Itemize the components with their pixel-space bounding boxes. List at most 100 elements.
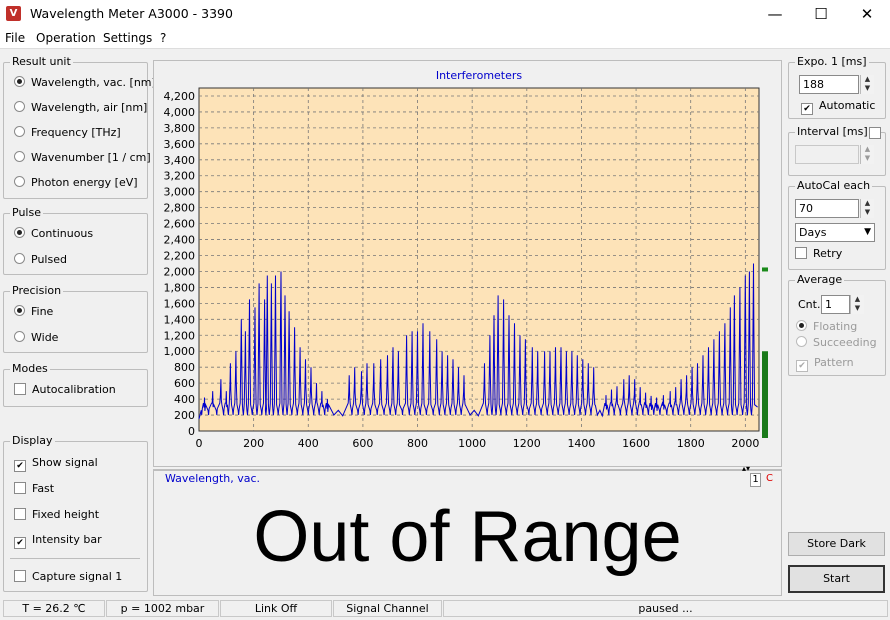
autocal-unit-select[interactable]: Days ▼ [795, 223, 875, 242]
radio-pulsed[interactable]: Pulsed [14, 253, 67, 266]
y-tick-label: 2,400 [164, 234, 196, 247]
spin-up-icon[interactable]: ▲ [864, 145, 871, 153]
display-title: Display [10, 434, 55, 447]
checkmark-icon[interactable]: ✔ [801, 103, 813, 115]
readout-unit-label: Wavelength, vac. [165, 472, 261, 485]
spin-down-icon[interactable]: ▼ [854, 304, 861, 312]
interferometer-chart[interactable]: Interferometers 0 200 400 600 800 1000 1200 1400… [154, 61, 781, 466]
retry-checkbox[interactable]: Retry [795, 247, 842, 260]
radio-label: Wide [31, 331, 59, 344]
checkmark-icon[interactable]: ✔ [14, 537, 26, 549]
close-button[interactable]: ✕ [860, 5, 874, 23]
spin-up-icon[interactable]: ▲ [864, 75, 871, 83]
x-tick-label: 1600 [622, 437, 650, 450]
temperature-status: T = 26.2 ℃ [3, 600, 105, 617]
radio-photon-energy[interactable]: Photon energy [eV] [14, 176, 138, 189]
autocal-spinner[interactable]: ▲ ▼ [860, 199, 874, 218]
chevron-down-icon[interactable]: ▼ [864, 227, 871, 237]
checkbox-icon[interactable] [14, 383, 26, 395]
minimize-button[interactable]: — [767, 5, 783, 23]
radio-dot-icon[interactable] [14, 126, 25, 137]
checkbox-icon[interactable] [14, 508, 26, 520]
checkmark-icon[interactable]: ✔ [796, 360, 808, 372]
radio-dot-icon[interactable] [14, 305, 25, 316]
radio-label: Succeeding [813, 336, 877, 349]
radio-frequency[interactable]: Frequency [THz] [14, 126, 121, 139]
pattern-checkbox[interactable]: ✔ Pattern [796, 356, 854, 372]
maximize-button[interactable]: ☐ [814, 5, 828, 23]
intensity-bar-checkbox[interactable]: ✔ Intensity bar [14, 533, 102, 549]
radio-dot-icon[interactable] [14, 101, 25, 112]
count-spinner[interactable]: ▲ ▼ [850, 295, 864, 314]
channel-indicator[interactable]: 1 [750, 473, 761, 487]
x-tick-label: 1800 [677, 437, 705, 450]
radio-label: Wavenumber [1 / cm] [31, 151, 151, 164]
interval-checkbox[interactable] [869, 127, 881, 139]
exposure-group: Expo. 1 [ms] 188 ▲ ▼ ✔ Automatic [788, 55, 886, 119]
checkbox-label: Retry [813, 247, 843, 260]
radio-dot-icon[interactable] [14, 176, 25, 187]
radio-dot-icon[interactable] [796, 320, 807, 331]
splitter-arrows-icon[interactable]: ▴▾ [742, 464, 751, 473]
radio-dot-icon[interactable] [14, 227, 25, 238]
radio-label: Continuous [31, 227, 94, 240]
radio-fine[interactable]: Fine [14, 305, 53, 318]
start-button[interactable]: Start [788, 565, 885, 593]
count-input[interactable]: 1 [821, 295, 850, 314]
spin-up-icon[interactable]: ▲ [864, 199, 871, 207]
radio-wavenumber[interactable]: Wavenumber [1 / cm] [14, 151, 151, 164]
pulse-title: Pulse [10, 206, 43, 219]
y-tick-label: 1,000 [164, 345, 196, 358]
radio-wavelength-vac[interactable]: Wavelength, vac. [nm] [14, 76, 156, 89]
checkbox-icon[interactable] [14, 570, 26, 582]
radio-label: Floating [813, 320, 858, 333]
radio-dot-icon[interactable] [14, 253, 25, 264]
x-tick-label: 1000 [458, 437, 486, 450]
radio-dot-icon[interactable] [14, 76, 25, 87]
window-title: Wavelength Meter A3000 - 3390 [30, 6, 233, 21]
menu-help[interactable]: ? [160, 31, 167, 45]
spin-down-icon[interactable]: ▼ [864, 208, 871, 216]
exposure-spinner[interactable]: ▲ ▼ [860, 75, 874, 94]
radio-succeeding[interactable]: Succeeding [796, 336, 877, 349]
checkmark-icon[interactable]: ✔ [14, 460, 26, 472]
spin-down-icon[interactable]: ▼ [864, 154, 871, 162]
channel-c-label: C [766, 473, 773, 484]
radio-wide[interactable]: Wide [14, 331, 58, 344]
y-tick-label: 0 [188, 425, 195, 438]
fast-checkbox[interactable]: Fast [14, 482, 54, 495]
spin-up-icon[interactable]: ▲ [854, 295, 861, 303]
radio-wavelength-air[interactable]: Wavelength, air [nm] [14, 101, 147, 114]
radio-label: Fine [31, 305, 54, 318]
capture-signal-checkbox[interactable]: Capture signal 1 [14, 570, 122, 583]
autocalibration-checkbox[interactable]: Autocalibration [14, 383, 116, 396]
menu-file[interactable]: File [5, 31, 26, 45]
autocal-input[interactable]: 70 [795, 199, 859, 218]
exposure-input[interactable]: 188 [799, 75, 859, 94]
radio-dot-icon[interactable] [796, 336, 807, 347]
menu-operation[interactable]: Operation [36, 31, 96, 45]
pulse-group: Pulse Continuous Pulsed [3, 206, 148, 275]
checkbox-label: Fixed height [32, 508, 100, 521]
y-tick-label: 1,600 [164, 297, 196, 310]
store-dark-button[interactable]: Store Dark [788, 532, 885, 556]
radio-floating[interactable]: Floating [796, 320, 857, 333]
fixed-height-checkbox[interactable]: Fixed height [14, 508, 99, 521]
automatic-checkbox[interactable]: ✔ Automatic [801, 99, 875, 115]
y-tick-label: 4,200 [164, 90, 196, 103]
show-signal-checkbox[interactable]: ✔ Show signal [14, 456, 98, 472]
radio-dot-icon[interactable] [14, 331, 25, 342]
radio-continuous[interactable]: Continuous [14, 227, 93, 240]
checkbox-icon[interactable] [14, 482, 26, 494]
x-tick-label: 0 [196, 437, 203, 450]
radio-dot-icon[interactable] [14, 151, 25, 162]
checkbox-label: Fast [32, 482, 55, 495]
checkbox-icon[interactable] [795, 247, 807, 259]
precision-group: Precision Fine Wide [3, 284, 148, 353]
interval-spinner[interactable]: ▲ ▼ [860, 145, 874, 164]
average-title: Average [795, 273, 845, 286]
app-logo-icon: V [6, 6, 21, 21]
menu-settings[interactable]: Settings [103, 31, 153, 45]
interval-input[interactable] [795, 145, 859, 164]
spin-down-icon[interactable]: ▼ [864, 84, 871, 92]
